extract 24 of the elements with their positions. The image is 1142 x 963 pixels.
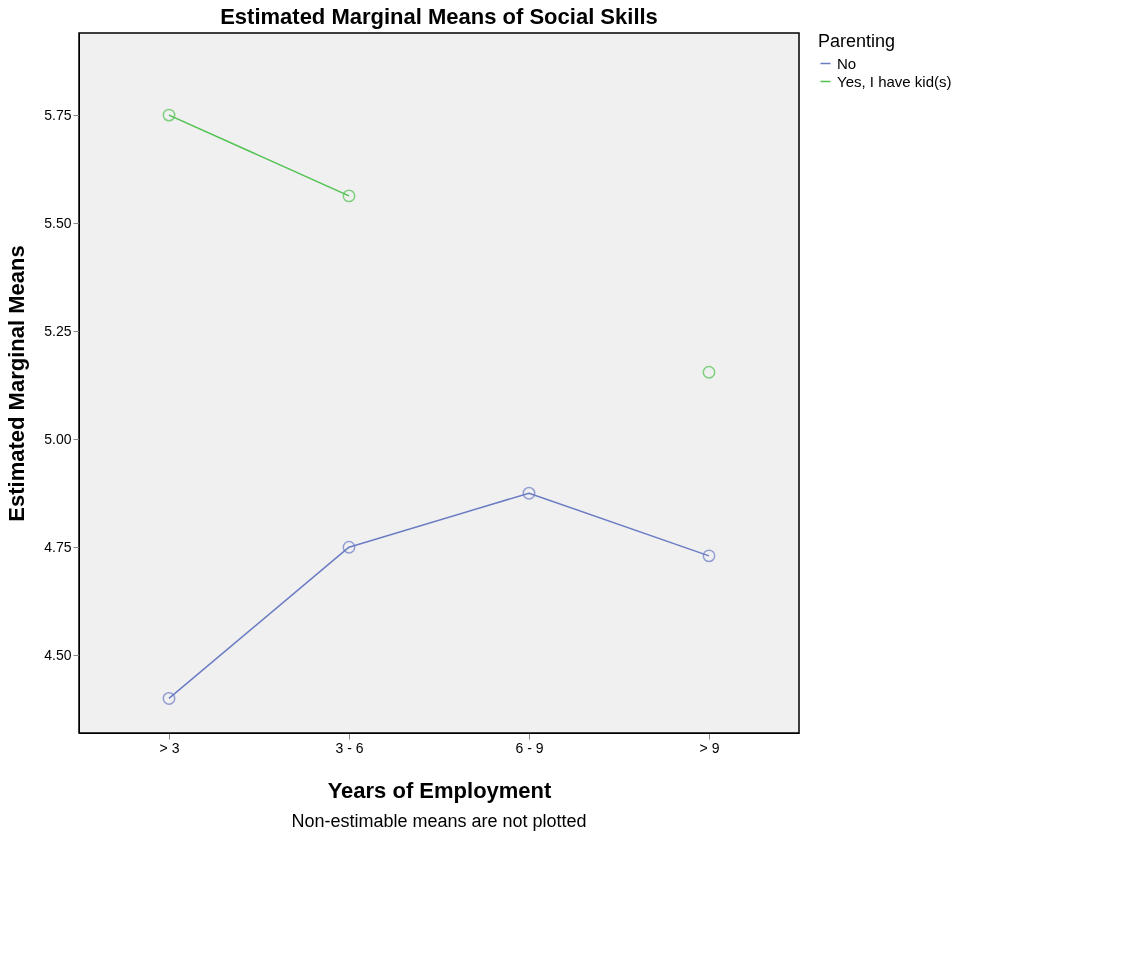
- y-tick-label: 4.50: [44, 646, 72, 663]
- y-tick-label: 5.50: [44, 214, 72, 231]
- y-tick-label: 4.75: [44, 538, 72, 555]
- point: [342, 540, 356, 554]
- point: [162, 108, 176, 122]
- x-tick-label: 3 - 6: [335, 739, 364, 756]
- x-tick-label: > 9: [699, 739, 720, 756]
- legend-label: No: [837, 54, 857, 72]
- text: Non-estimable means are not plotted: [291, 811, 587, 831]
- x-tick-label: 6 - 9: [515, 739, 544, 756]
- point: [702, 549, 716, 563]
- x-axis-title: Years of Employment: [327, 777, 553, 803]
- legend-label: Yes, I have kid(s): [837, 72, 952, 90]
- y-tick-label: 5.25: [44, 322, 72, 339]
- point: [162, 691, 176, 705]
- y-tick-label: 5.00: [44, 430, 72, 447]
- x-tick-label: > 3: [159, 739, 180, 756]
- legend-title: Parenting: [818, 31, 896, 51]
- point: [342, 189, 356, 203]
- chart-title: Estimated Marginal Means of Social Skills: [220, 4, 658, 29]
- point: [522, 486, 536, 500]
- y-tick-label: 5.75: [44, 106, 72, 123]
- point: [702, 365, 716, 379]
- y-axis-title: Estimated Marginal Means: [4, 245, 30, 522]
